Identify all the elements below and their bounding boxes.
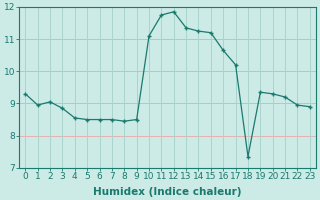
X-axis label: Humidex (Indice chaleur): Humidex (Indice chaleur) [93, 187, 242, 197]
